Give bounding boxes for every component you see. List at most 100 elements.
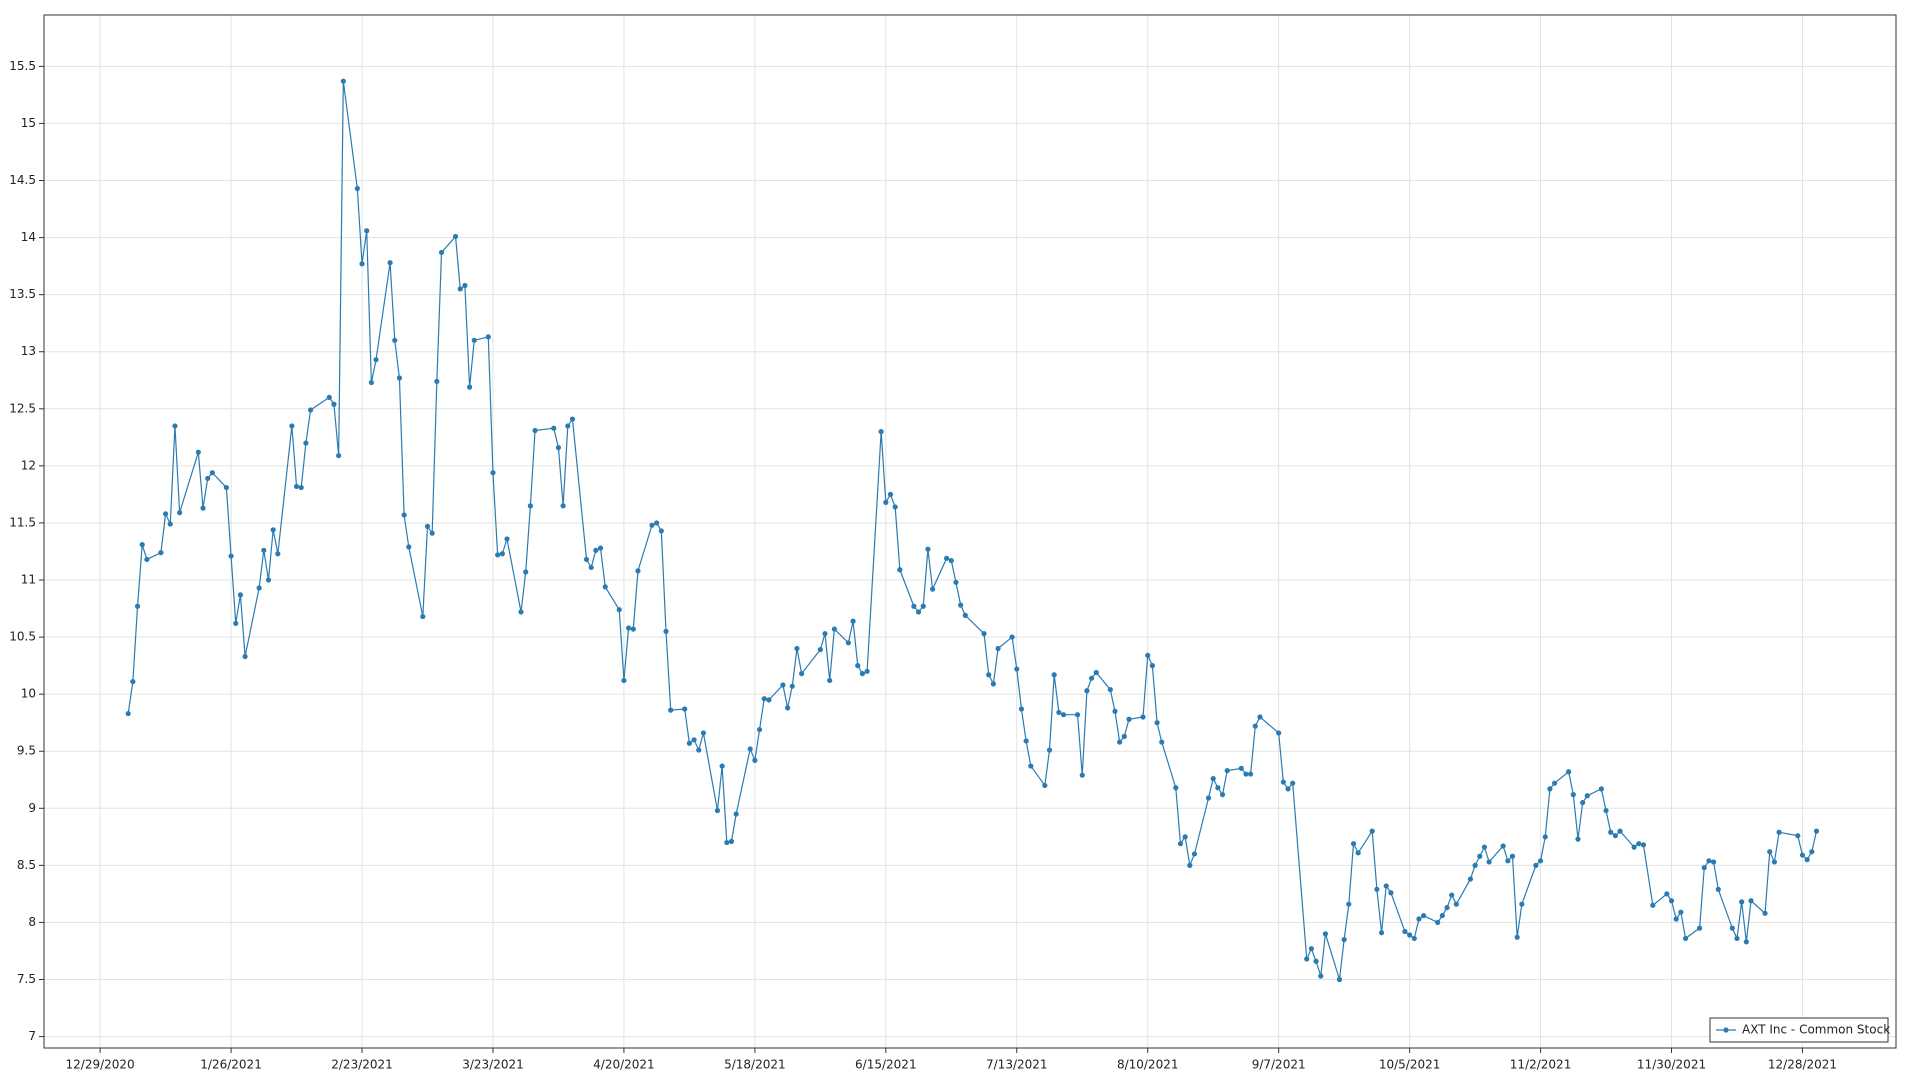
data-point xyxy=(139,542,145,548)
data-point xyxy=(265,577,272,583)
data-point xyxy=(1023,738,1029,744)
data-point xyxy=(326,394,332,400)
data-point xyxy=(527,503,533,509)
data-point xyxy=(420,613,426,620)
data-point xyxy=(602,584,608,590)
x-tick-label: 2/23/2021 xyxy=(331,1058,393,1072)
data-point xyxy=(1402,928,1408,935)
legend-box xyxy=(1709,1017,1889,1043)
data-point xyxy=(1346,901,1352,907)
data-point xyxy=(331,401,337,407)
data-point xyxy=(1177,841,1184,847)
data-point xyxy=(200,505,206,511)
data-point xyxy=(424,523,431,529)
data-point xyxy=(1145,652,1151,658)
data-point xyxy=(1205,795,1212,801)
data-point xyxy=(495,552,501,558)
y-tick-label: 8 xyxy=(28,915,36,929)
data-point xyxy=(1336,976,1343,983)
data-point xyxy=(953,579,959,585)
data-point xyxy=(1369,828,1375,834)
data-point xyxy=(1173,785,1179,791)
x-tick-label: 9/7/2021 xyxy=(1252,1058,1306,1072)
data-point xyxy=(911,603,917,609)
data-point xyxy=(1566,769,1572,775)
data-point xyxy=(700,730,707,736)
data-point xyxy=(1014,666,1020,672)
data-point xyxy=(1154,720,1160,726)
data-point xyxy=(1187,862,1193,868)
data-point xyxy=(1537,858,1544,864)
data-point xyxy=(1308,946,1315,952)
data-point xyxy=(1060,712,1067,718)
data-point xyxy=(663,628,669,634)
y-tick-label: 9 xyxy=(28,801,36,815)
data-point xyxy=(1664,891,1670,897)
data-point xyxy=(1631,844,1637,850)
y-tick-label: 10.5 xyxy=(9,630,36,644)
data-point xyxy=(1673,916,1679,922)
data-point xyxy=(1767,849,1773,855)
x-tick-label: 3/23/2021 xyxy=(462,1058,524,1072)
data-point xyxy=(130,678,136,685)
data-point xyxy=(1603,807,1609,814)
y-tick-label: 9.5 xyxy=(17,744,36,758)
data-point xyxy=(1219,792,1226,798)
data-point xyxy=(915,609,922,615)
data-point xyxy=(336,452,342,459)
data-point xyxy=(1533,862,1539,868)
data-point xyxy=(822,631,828,637)
y-tick-label: 15.5 xyxy=(9,59,36,73)
data-point xyxy=(1009,634,1015,640)
data-point xyxy=(1804,857,1810,863)
data-point xyxy=(986,672,992,678)
data-point xyxy=(1612,833,1618,839)
y-tick-label: 7.5 xyxy=(17,972,36,986)
data-point xyxy=(1813,828,1820,834)
data-point xyxy=(887,491,894,498)
data-point xyxy=(1313,958,1319,964)
x-tick-label: 6/15/2021 xyxy=(855,1058,917,1072)
data-point xyxy=(523,569,529,575)
data-point xyxy=(158,550,164,556)
data-point xyxy=(752,757,758,763)
data-point xyxy=(209,470,215,476)
data-point xyxy=(1126,716,1132,722)
data-point xyxy=(1322,931,1329,937)
data-point xyxy=(504,536,510,542)
data-point xyxy=(1378,930,1385,936)
data-point xyxy=(1542,834,1548,840)
data-point xyxy=(289,423,295,429)
data-point xyxy=(1280,779,1286,785)
data-point xyxy=(962,612,968,618)
data-point xyxy=(859,671,866,677)
data-point xyxy=(1140,714,1146,720)
data-point xyxy=(1383,883,1389,889)
data-point xyxy=(864,668,870,674)
data-point xyxy=(293,483,300,490)
data-point xyxy=(359,261,365,267)
data-point xyxy=(1388,890,1394,896)
x-tick-label: 4/20/2021 xyxy=(593,1058,655,1072)
data-point xyxy=(1079,772,1085,778)
data-point xyxy=(1046,747,1053,753)
data-point xyxy=(396,375,403,381)
data-point xyxy=(1715,886,1721,892)
data-point xyxy=(766,697,772,703)
data-point xyxy=(452,233,459,240)
data-point xyxy=(1575,836,1581,842)
y-tick-label: 12 xyxy=(21,458,36,472)
data-point xyxy=(490,470,496,476)
data-point xyxy=(1580,799,1586,806)
plot-frame xyxy=(43,14,1897,1049)
data-point xyxy=(438,249,445,256)
data-point xyxy=(958,602,964,608)
data-point xyxy=(1243,771,1249,777)
data-point xyxy=(658,528,664,534)
data-point xyxy=(686,740,692,746)
data-point xyxy=(845,640,852,646)
y-tick-label: 11.5 xyxy=(9,515,36,529)
data-point xyxy=(654,520,660,526)
data-point xyxy=(1285,786,1291,792)
